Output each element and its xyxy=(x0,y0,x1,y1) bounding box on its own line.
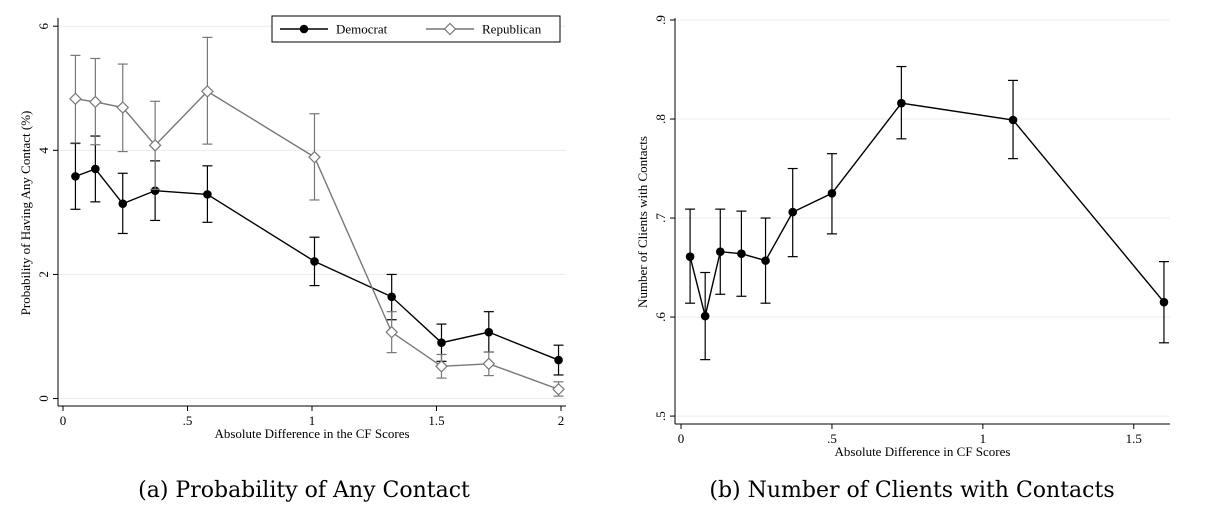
y-axis-title: Number of Clients with Contacts xyxy=(635,136,650,308)
data-point xyxy=(435,359,448,373)
legend-label: Republican xyxy=(482,22,542,37)
x-tick-label: 1.5 xyxy=(1126,431,1142,446)
data-point xyxy=(310,257,319,266)
data-point xyxy=(69,92,82,106)
y-tick-label: 6 xyxy=(36,22,51,29)
data-point xyxy=(737,249,746,258)
data-point xyxy=(71,172,80,181)
data-point xyxy=(387,292,396,302)
y-tick-label: 2 xyxy=(36,271,51,278)
legend-marker xyxy=(299,24,309,34)
data-point xyxy=(203,190,212,199)
data-point xyxy=(201,85,214,98)
caption-b: (b) Number of Clients with Contacts xyxy=(709,478,1115,503)
series-main xyxy=(685,65,1169,361)
x-axis-title: Absolute Difference in CF Scores xyxy=(835,444,1011,459)
x-tick-label: .5 xyxy=(827,431,837,446)
data-point xyxy=(685,252,695,261)
x-axis-title: Absolute Difference in the CF Scores xyxy=(214,426,409,441)
data-point xyxy=(89,95,102,109)
data-point xyxy=(484,327,494,337)
y-tick-label: 4 xyxy=(36,147,51,154)
series-line xyxy=(689,102,1165,317)
y-tick-label: 0 xyxy=(36,395,51,402)
data-point xyxy=(437,338,446,348)
legend-label: Democrat xyxy=(336,22,388,37)
x-tick-label: 1 xyxy=(309,413,316,428)
x-tick-label: 1.5 xyxy=(428,413,444,428)
data-point xyxy=(91,164,100,174)
x-tick-label: 2 xyxy=(558,413,565,428)
series-line xyxy=(75,168,559,361)
caption-a: (a) Probability of Any Contact xyxy=(138,478,470,503)
x-tick-label: 0 xyxy=(60,413,67,428)
x-tick-label: .5 xyxy=(183,413,193,428)
legend: Democrat Republican xyxy=(271,15,561,43)
data-point xyxy=(788,207,798,217)
data-point xyxy=(116,101,130,114)
data-point xyxy=(554,355,563,365)
x-tick-label: 1 xyxy=(980,431,987,446)
legend-marker xyxy=(443,22,457,36)
data-point xyxy=(308,150,321,164)
y-tick-label: .8 xyxy=(653,114,668,124)
data-point xyxy=(482,357,496,371)
data-point xyxy=(148,139,162,152)
chart-probability-any-contact: 0 2 4 6 0 .5 1 1.5 2 Absolute Difference in the C… xyxy=(18,15,566,441)
series-line xyxy=(75,90,559,390)
data-point xyxy=(385,325,399,339)
data-point xyxy=(700,311,710,321)
chart-number-of-clients: .5 .6 .7 .8 .9 0 .5 1 1.5 Absolute Difference in … xyxy=(635,15,1170,459)
data-point xyxy=(1008,115,1018,125)
data-point xyxy=(761,256,770,265)
y-tick-label: .7 xyxy=(653,213,668,223)
data-point xyxy=(715,247,725,257)
y-axis-title: Probability of Having Any Contact (%) xyxy=(18,111,33,316)
y-tick-label: .6 xyxy=(653,312,668,322)
x-tick-label: 0 xyxy=(678,431,685,446)
series-republican xyxy=(69,36,565,397)
data-point xyxy=(1159,297,1169,307)
y-tick-label: .5 xyxy=(653,411,668,421)
data-point xyxy=(897,98,906,108)
data-point xyxy=(118,199,128,208)
y-tick-label: .9 xyxy=(653,15,668,25)
series-democrat xyxy=(70,135,564,376)
data-point xyxy=(827,188,837,198)
data-point xyxy=(552,382,565,396)
data-point xyxy=(150,186,160,195)
